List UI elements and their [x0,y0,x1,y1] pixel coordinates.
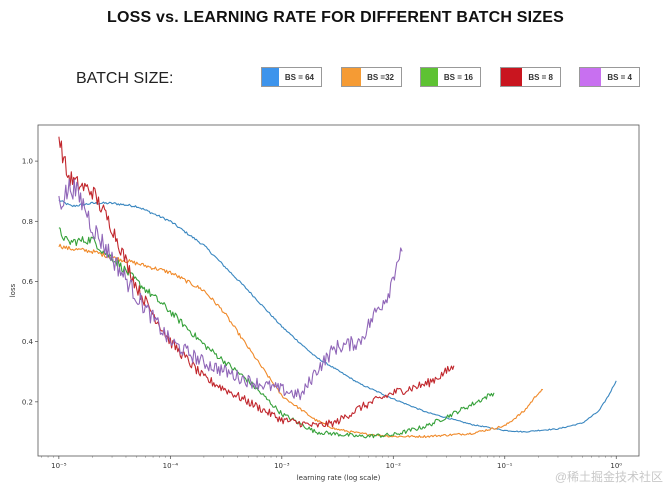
x-tick-label-5: 10⁰ [610,462,622,470]
legend-text-bs32: BS =32 [367,72,394,82]
legend-title: BATCH SIZE: [76,70,174,87]
legend-swatch-bs8 [501,68,523,86]
legend-swatch-bs64 [262,68,279,86]
x-axis-label: learning rate (log scale) [297,474,381,482]
watermark: @稀土掘金技术社区 [554,470,663,484]
series-line-bs64 [58,199,617,433]
y-tick-label-4: 1.0 [22,158,33,166]
series-line-bs16 [58,227,495,439]
x-tick-label-1: 10⁻⁴ [163,462,179,470]
legend-swatch-bs4 [580,68,602,86]
y-axis-label: loss [9,283,17,297]
x-tick-label-2: 10⁻³ [274,462,290,470]
series-line-bs4 [58,178,403,401]
legend-item-bs8: BS = 8 [500,67,561,87]
y-tick-label-3: 0.8 [22,218,33,226]
legend-item-bs32: BS =32 [341,67,402,87]
x-tick-label-3: 10⁻² [386,462,402,470]
x-tick-label-4: 10⁻¹ [497,462,513,470]
legend-text-bs4: BS = 4 [607,72,632,82]
legend-item-bs64: BS = 64 [261,67,322,87]
legend-swatch-bs16 [421,68,438,86]
x-tick-label-0: 10⁻⁵ [51,462,67,470]
legend-item-bs4: BS = 4 [579,67,640,87]
series-line-bs32 [58,243,544,439]
legend-text-bs16: BS = 16 [443,72,473,82]
y-tick-label-1: 0.4 [22,338,34,346]
legend-swatch-bs32 [342,68,362,86]
y-tick-label-0: 0.2 [22,398,33,406]
chart-title: LOSS vs. LEARNING RATE FOR DIFFERENT BAT… [106,9,565,26]
legend-item-bs16: BS = 16 [420,67,481,87]
legend-text-bs64: BS = 64 [284,72,314,82]
y-tick-label-2: 0.6 [22,278,34,286]
series-line-bs8 [58,136,455,428]
legend-text-bs8: BS = 8 [528,72,553,82]
